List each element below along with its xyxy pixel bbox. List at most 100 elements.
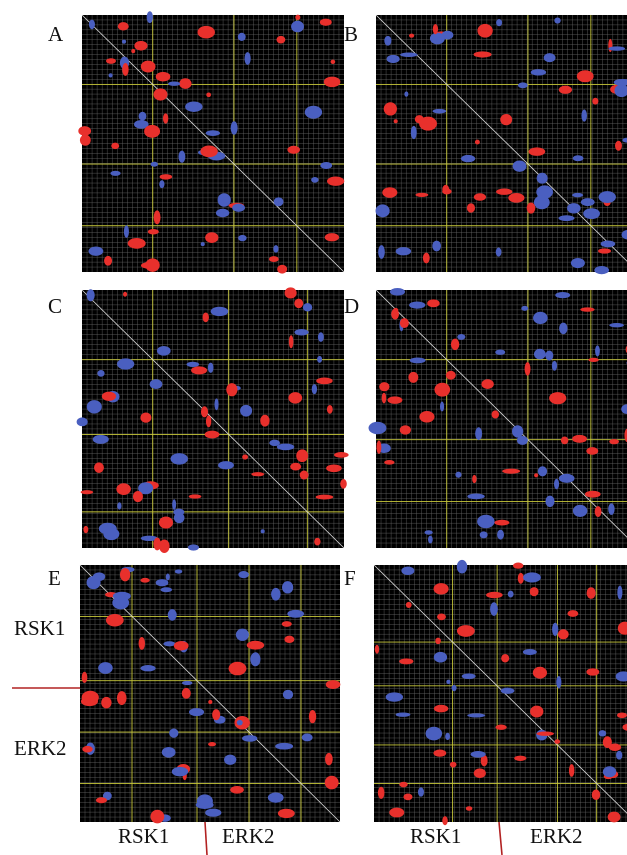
correlation-blob bbox=[446, 679, 451, 684]
correlation-blob bbox=[580, 198, 595, 207]
correlation-blob bbox=[419, 116, 437, 131]
panel-label: C bbox=[48, 294, 62, 318]
correlation-blob bbox=[205, 130, 220, 137]
correlation-blob bbox=[586, 587, 596, 599]
correlation-blob bbox=[586, 668, 600, 676]
correlation-blob bbox=[393, 307, 399, 313]
correlation-blob bbox=[146, 11, 153, 24]
correlation-blob bbox=[271, 587, 281, 601]
correlation-blob bbox=[138, 111, 147, 121]
correlation-blob bbox=[170, 453, 188, 465]
correlation-blob bbox=[235, 628, 249, 641]
correlation-blob bbox=[495, 247, 502, 257]
correlation-blob bbox=[536, 185, 554, 199]
correlation-blob bbox=[325, 680, 341, 689]
correlation-blob bbox=[622, 137, 627, 143]
correlation-blob bbox=[533, 311, 548, 325]
correlation-blob bbox=[600, 240, 616, 248]
correlation-blob bbox=[94, 462, 104, 473]
correlation-blob bbox=[214, 398, 219, 411]
correlation-blob bbox=[133, 120, 149, 129]
correlation-blob bbox=[588, 357, 599, 363]
correlation-blob bbox=[481, 379, 494, 389]
correlation-blob bbox=[228, 661, 247, 676]
correlation-blob bbox=[165, 573, 170, 581]
correlation-blob bbox=[200, 406, 209, 418]
correlation-blob bbox=[163, 641, 176, 647]
correlation-blob bbox=[399, 658, 414, 665]
correlation-blob bbox=[387, 396, 403, 404]
correlation-blob bbox=[490, 602, 498, 616]
correlation-blob bbox=[433, 749, 447, 757]
correlation-blob bbox=[475, 427, 483, 441]
correlation-blob bbox=[526, 202, 536, 214]
correlation-blob bbox=[323, 76, 341, 88]
correlation-blob bbox=[456, 625, 475, 637]
correlation-blob bbox=[294, 298, 304, 309]
correlation-blob bbox=[98, 662, 113, 674]
correlation-blob bbox=[187, 544, 200, 551]
correlation-blob bbox=[82, 745, 93, 753]
correlation-blob bbox=[123, 291, 128, 297]
correlation-blob bbox=[500, 113, 513, 126]
correlation-blob bbox=[602, 766, 617, 778]
correlation-blob bbox=[607, 811, 621, 823]
panel-label: F bbox=[344, 566, 356, 590]
correlation-blob bbox=[196, 794, 213, 808]
correlation-blob bbox=[517, 572, 524, 584]
correlation-blob bbox=[117, 22, 129, 31]
correlation-blob bbox=[149, 379, 163, 390]
correlation-blob bbox=[174, 569, 183, 574]
correlation-blob bbox=[583, 208, 600, 220]
correlation-blob bbox=[181, 687, 191, 699]
correlation-blob bbox=[301, 733, 313, 742]
correlation-blob bbox=[500, 687, 515, 694]
diagonal bbox=[81, 289, 345, 549]
correlation-blob bbox=[425, 726, 443, 741]
correlation-blob bbox=[153, 210, 161, 225]
correlation-blob bbox=[288, 392, 303, 404]
correlation-blob bbox=[613, 78, 627, 86]
correlation-blob bbox=[140, 665, 156, 672]
correlation-blob bbox=[81, 671, 88, 684]
correlation-blob bbox=[602, 736, 612, 749]
correlation-blob bbox=[621, 229, 627, 240]
correlation-blob bbox=[537, 466, 548, 477]
correlation-blob bbox=[534, 473, 539, 478]
correlation-blob bbox=[319, 18, 332, 26]
correlation-blob bbox=[491, 410, 500, 419]
correlation-blob bbox=[123, 225, 129, 238]
correlation-blob bbox=[299, 470, 309, 480]
correlation-blob bbox=[78, 126, 92, 136]
correlation-blob bbox=[212, 709, 221, 721]
divider bbox=[204, 821, 208, 855]
correlation-blob bbox=[586, 447, 599, 455]
correlation-blob bbox=[168, 81, 181, 86]
column-label: RSK1 bbox=[410, 824, 461, 848]
correlation-blob bbox=[470, 751, 486, 758]
correlation-blob bbox=[79, 134, 91, 146]
panel-label: A bbox=[48, 22, 64, 46]
correlation-blob bbox=[621, 404, 627, 415]
correlation-blob bbox=[395, 712, 411, 717]
correlation-blob bbox=[551, 360, 558, 371]
correlation-blob bbox=[108, 73, 113, 78]
correlation-blob bbox=[80, 490, 94, 495]
correlation-blob bbox=[512, 425, 524, 438]
correlation-blob bbox=[191, 366, 208, 375]
correlation-blob bbox=[517, 82, 528, 89]
correlation-blob bbox=[156, 346, 171, 356]
correlation-blob bbox=[439, 401, 445, 412]
correlation-blob bbox=[326, 464, 342, 473]
correlation-blob bbox=[275, 742, 294, 750]
correlation-blob bbox=[405, 601, 412, 608]
correlation-blob bbox=[81, 690, 99, 705]
correlation-blob bbox=[477, 23, 493, 38]
correlation-blob bbox=[419, 411, 435, 423]
correlation-blob bbox=[131, 48, 136, 54]
correlation-blob bbox=[543, 53, 556, 63]
correlation-blob bbox=[386, 54, 400, 64]
correlation-blob bbox=[522, 649, 537, 656]
panel-label: B bbox=[344, 22, 358, 46]
